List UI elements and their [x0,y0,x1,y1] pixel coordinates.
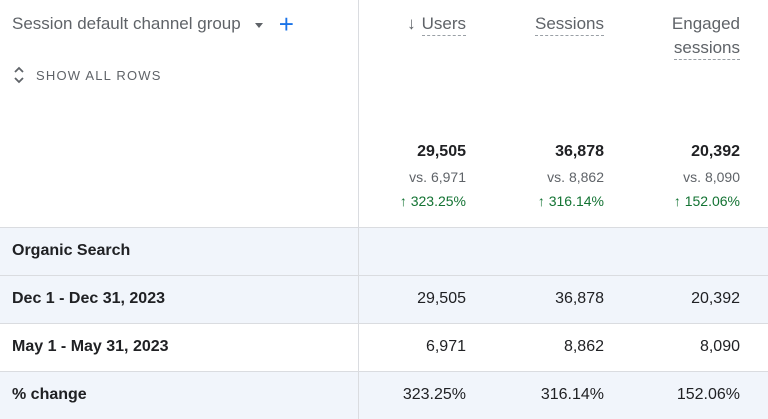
table-row[interactable]: Dec 1 - Dec 31, 2023 29,505 36,878 20,39… [0,275,768,323]
cell-engaged-sessions: 152.06% [676,386,740,403]
column-header-engaged-sessions[interactable]: Engaged sessions [590,12,740,60]
cell-sessions: 36,878 [555,290,604,307]
cell-users: 29,505 [417,290,466,307]
arrow-down-icon: ↓ [407,14,416,33]
column-header-engaged-line2: sessions [673,38,740,60]
column-divider [358,0,359,419]
dimension-header: Session default channel group + [12,9,294,39]
column-header-users-label: Users [421,14,466,36]
cell-sessions: 316.14% [540,386,604,403]
cell-sessions: 8,862 [563,338,604,355]
table-row[interactable]: May 1 - May 31, 2023 6,971 8,862 8,090 [0,323,768,371]
show-all-rows-button[interactable]: SHOW ALL ROWS [12,64,162,86]
column-header-sessions-label: Sessions [535,14,604,36]
row-label: May 1 - May 31, 2023 [12,338,169,355]
show-all-rows-label: SHOW ALL ROWS [36,67,162,83]
column-header-users[interactable]: ↓ Users [316,12,466,36]
cell-engaged-sessions: 8,090 [699,338,740,355]
column-header-sessions[interactable]: Sessions [454,12,604,36]
cell-users: 323.25% [402,386,466,403]
total-engaged-sessions: 20,392 vs. 8,090 ↑ 152.06% [600,143,740,209]
total-change: ↑ 152.06% [673,193,740,209]
total-value: 20,392 [691,143,740,160]
unfold-icon [14,66,24,84]
caret-down-icon[interactable] [254,22,263,28]
row-label: Dec 1 - Dec 31, 2023 [12,290,165,307]
total-vs: vs. 8,090 [683,169,740,185]
cell-engaged-sessions: 20,392 [691,290,740,307]
group-row-label: Organic Search [12,242,131,259]
group-row[interactable]: Organic Search [0,227,768,275]
total-value: 29,505 [417,143,466,160]
total-vs: vs. 8,862 [547,169,604,185]
cell-users: 6,971 [425,338,466,355]
total-vs: vs. 6,971 [409,169,466,185]
table-row[interactable]: % change 323.25% 316.14% 152.06% [0,371,768,419]
total-users: 29,505 vs. 6,971 ↑ 323.25% [326,143,466,209]
plus-icon[interactable]: + [278,9,294,39]
total-sessions: 36,878 vs. 8,862 ↑ 316.14% [464,143,604,209]
column-header-engaged-line1: Engaged [671,14,740,33]
total-change: ↑ 316.14% [537,193,604,209]
total-change: ↑ 323.25% [399,193,466,209]
row-label: % change [12,386,87,403]
total-value: 36,878 [555,143,604,160]
dimension-label[interactable]: Session default channel group [12,14,241,33]
